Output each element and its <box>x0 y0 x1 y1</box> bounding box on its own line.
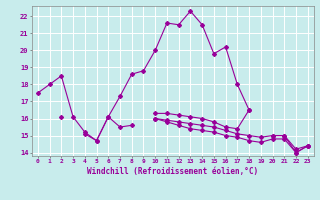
X-axis label: Windchill (Refroidissement éolien,°C): Windchill (Refroidissement éolien,°C) <box>87 167 258 176</box>
